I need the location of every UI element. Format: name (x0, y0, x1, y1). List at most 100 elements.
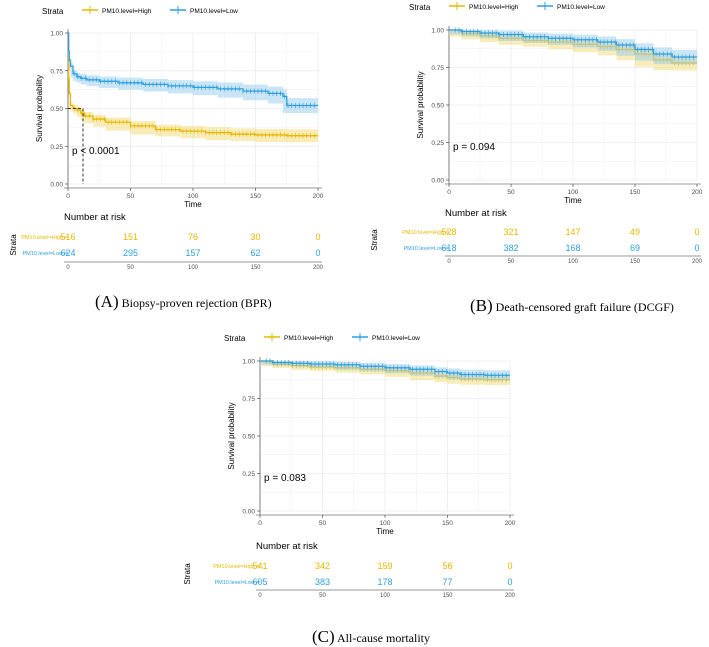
x-tick-label: 100 (380, 520, 391, 527)
y-tick-label: 0.25 (50, 144, 63, 151)
legend-key-low: PM10.level=Low (537, 2, 605, 11)
legend: Strata PM10.level=High PM10.level=Low (224, 333, 420, 343)
risk-value: 0 (507, 577, 512, 587)
risk-table-title: Number at risk (64, 212, 126, 223)
risk-x-tick-label: 50 (508, 259, 515, 265)
risk-value: 528 (441, 227, 456, 237)
risk-value: 76 (188, 232, 198, 242)
y-tick-label: 0.50 (242, 434, 255, 441)
x-tick-label: 50 (319, 520, 327, 527)
panel-b: Strata PM10.level=High PM10.level=Low 0.00 0… (365, 0, 709, 270)
y-tick-label: 0.75 (431, 65, 444, 72)
chart-b: Strata PM10.level=High PM10.level=Low0.000… (370, 2, 703, 265)
survival-line-low (260, 360, 510, 376)
risk-value: 321 (503, 227, 518, 237)
risk-value: 0 (315, 248, 320, 258)
p-value: p = 0.094 (453, 142, 495, 153)
x-tick-label: 150 (630, 189, 641, 196)
series-low (449, 27, 697, 65)
x-tick-label: 50 (507, 189, 515, 196)
caption-b-letter: (B) (470, 296, 493, 315)
x-tick-label: 100 (568, 189, 579, 196)
caption-a-text: Biopsy-proven rejection (BPR) (121, 296, 272, 310)
legend-title: Strata (409, 3, 431, 12)
risk-value: 62 (250, 248, 260, 258)
y-tick-label: 0.00 (242, 509, 255, 516)
y-tick-label: 0.50 (431, 103, 444, 110)
x-tick-label: 200 (505, 520, 516, 527)
legend-label-high: PM10.level=High (102, 8, 152, 15)
y-tick-label: 0.00 (431, 178, 444, 185)
risk-table-ylabel: Strata (9, 234, 18, 256)
risk-table-ylabel: Strata (370, 229, 379, 251)
y-tick-label: 0.50 (50, 106, 63, 113)
y-tick-label: 1.00 (242, 359, 255, 366)
risk-row-label: PM10.level=Low (403, 246, 444, 252)
risk-x-tick-label: 150 (630, 259, 641, 265)
risk-value: 295 (123, 248, 138, 258)
x-tick-label: 150 (250, 193, 261, 200)
legend-label-low: PM10.level=Low (557, 4, 605, 11)
risk-value: 30 (250, 232, 260, 242)
legend-key-high: PM10.level=High (82, 6, 152, 15)
y-tick-label: 0.25 (431, 140, 444, 147)
risk-x-tick-label: 200 (313, 265, 324, 270)
x-tick-label: 100 (188, 193, 199, 200)
x-tick-label: 150 (442, 520, 453, 527)
confidence-band-low (449, 30, 697, 65)
x-tick-label: 0 (66, 193, 70, 200)
legend-label-low: PM10.level=Low (372, 335, 420, 342)
legend: Strata PM10.level=High PM10.level=Low (409, 2, 605, 12)
y-axis-label: Survival probability (416, 71, 425, 138)
caption-a-letter: (A) (95, 292, 119, 311)
series-low (260, 358, 510, 381)
y-tick-label: 1.00 (50, 31, 63, 38)
risk-row-label: PM10.level=High (21, 235, 63, 241)
x-tick-label: 0 (447, 189, 451, 196)
risk-value: 56 (442, 561, 452, 571)
risk-value: 0 (315, 232, 320, 242)
caption-b: (B) Death-censored graft failure (DCGF) (470, 296, 674, 316)
legend-key-low: PM10.level=Low (352, 333, 420, 342)
panel-a: Strata PM10.level=High PM10.level=Low 0.00 0… (0, 0, 340, 271)
risk-x-tick-label: 100 (568, 259, 579, 265)
risk-value: 0 (694, 243, 699, 253)
risk-value: 541 (252, 561, 267, 571)
legend-title: Strata (224, 334, 246, 343)
risk-row-label: PM10.level=High (213, 564, 255, 570)
risk-table-ylabel: Strata (183, 563, 192, 585)
risk-x-tick-label: 200 (692, 259, 703, 265)
risk-value: 382 (503, 243, 518, 253)
risk-value: 151 (123, 232, 138, 242)
x-axis-label: Time (564, 196, 582, 205)
y-tick-label: 1.00 (431, 28, 444, 35)
survival-line-low (449, 29, 697, 58)
risk-value: 618 (441, 243, 456, 253)
risk-table-title: Number at risk (445, 208, 507, 219)
risk-value: 157 (185, 248, 200, 258)
risk-table-title: Number at risk (256, 541, 318, 552)
x-axis-label: Time (184, 200, 202, 209)
risk-x-tick-label: 100 (380, 593, 391, 599)
risk-value: 147 (565, 227, 580, 237)
survival-line-low (67, 32, 318, 107)
risk-value: 383 (315, 577, 330, 587)
risk-x-tick-label: 100 (188, 265, 199, 270)
risk-value: 159 (377, 561, 392, 571)
risk-x-tick-label: 0 (66, 265, 70, 270)
confidence-band-low (68, 33, 318, 114)
caption-a: (A) Biopsy-proven rejection (BPR) (95, 292, 272, 312)
confidence-band-high (68, 33, 318, 143)
caption-c-text: All-cause mortality (337, 631, 430, 645)
caption-b-text: Death-censored graft failure (DCGF) (495, 300, 674, 314)
risk-value: 49 (630, 227, 640, 237)
y-axis-label: Survival probability (227, 402, 236, 469)
legend-label-low: PM10.level=Low (190, 8, 238, 15)
risk-value: 77 (442, 577, 452, 587)
chart-c: Strata PM10.level=High PM10.level=Low0.000… (183, 333, 516, 599)
risk-value: 168 (565, 243, 580, 253)
x-tick-label: 50 (127, 193, 135, 200)
risk-value: 342 (315, 561, 330, 571)
